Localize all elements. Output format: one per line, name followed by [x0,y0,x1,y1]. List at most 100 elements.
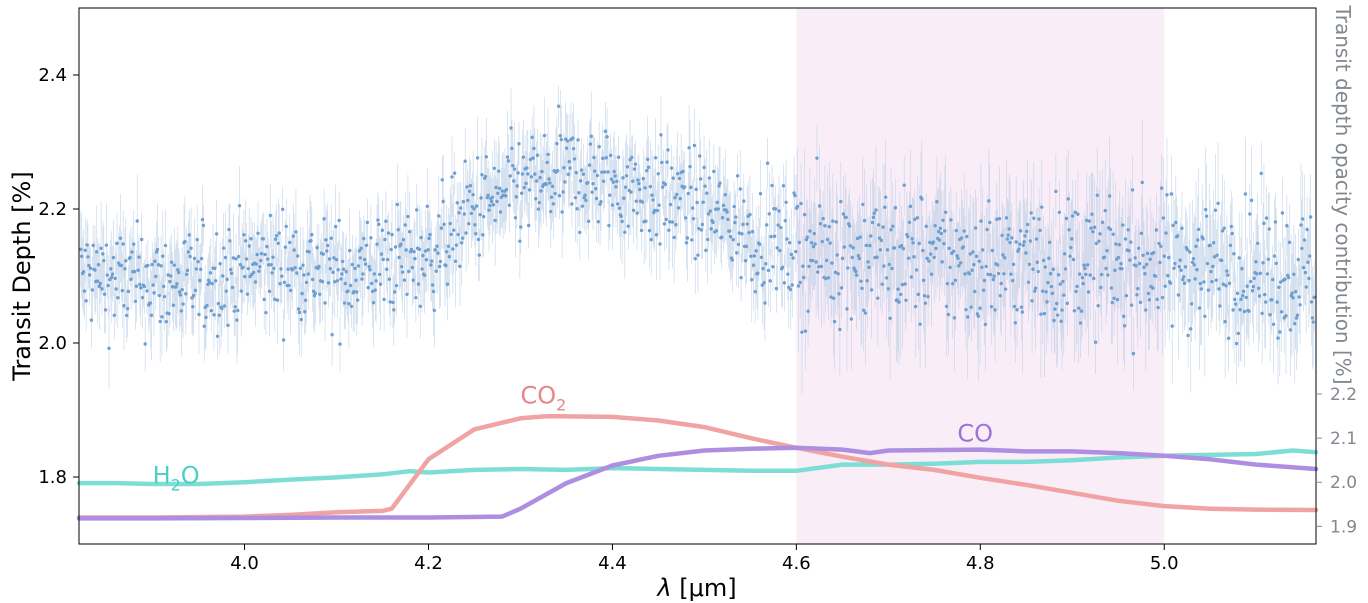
data-point [1108,227,1113,232]
data-point [596,220,601,224]
data-point [1089,226,1093,230]
data-point [966,315,970,319]
data-point [310,233,314,237]
data-point [1031,267,1035,271]
data-point [190,296,194,300]
data-point [731,237,735,242]
data-point [802,212,807,217]
data-point [99,246,103,251]
data-point [228,239,232,243]
data-point [336,268,340,272]
data-point [441,199,445,204]
data-point [1137,246,1141,250]
data-point [497,169,501,173]
data-point [1252,276,1256,281]
data-point [902,183,906,187]
data-point [654,233,659,237]
data-point [342,301,347,305]
data-point [907,220,912,225]
data-point [568,166,572,170]
data-point [433,248,437,252]
data-point [1189,327,1193,331]
data-point [849,317,854,321]
data-point [413,256,417,261]
data-point [457,211,461,215]
data-point [1060,308,1064,312]
data-point [886,287,891,291]
data-point [258,265,262,269]
data-point [251,270,256,275]
data-point [897,300,901,304]
data-point [388,300,392,304]
data-point [100,287,104,291]
data-point [428,232,432,237]
data-point [551,202,556,206]
data-point [468,184,473,188]
data-point [1082,263,1086,267]
data-point [184,292,188,296]
data-point [745,222,750,226]
data-point [222,304,227,308]
data-point [1156,305,1160,310]
data-point [684,241,689,245]
data-point [1292,272,1296,276]
data-point [1308,215,1313,219]
data-point [1206,288,1211,292]
data-point [1159,186,1164,190]
data-point [1038,228,1042,233]
data-point [913,217,917,222]
data-point [840,256,845,261]
data-point [674,222,678,227]
data-point [728,235,733,239]
data-point [879,238,884,243]
data-point [698,177,703,181]
data-point [1154,228,1159,232]
data-point [1223,319,1227,324]
data-point [442,222,446,227]
data-point [340,272,344,276]
data-point [224,289,228,293]
data-point [923,301,928,305]
data-point [449,232,453,237]
data-point [237,204,242,208]
data-point [411,278,415,282]
data-point [525,166,529,170]
data-point [910,237,914,241]
data-point [727,229,732,233]
data-point [711,220,715,225]
data-point [792,191,796,195]
data-point [621,176,625,180]
data-point [557,194,562,198]
data-point [1232,252,1236,256]
data-point [1301,217,1305,221]
data-point [474,232,478,236]
data-point [1129,303,1134,307]
data-point [744,244,749,249]
data-point [995,263,1000,267]
data-point [231,256,236,260]
data-point [412,250,416,254]
data-point [643,186,647,190]
data-point [946,312,951,317]
data-point [742,199,746,203]
data-point [1222,226,1226,230]
data-point [128,255,132,260]
data-point [973,289,977,294]
data-point [1195,267,1199,272]
data-point [517,142,521,146]
data-point [186,250,191,254]
data-point [247,244,251,248]
data-point [109,275,114,279]
data-point [592,155,596,160]
data-point [506,159,511,163]
data-point [941,218,945,223]
data-point [378,282,383,286]
data-point [292,248,296,252]
data-point [1265,272,1270,276]
data-point [158,319,162,324]
data-point [1177,265,1181,269]
data-point [356,264,361,268]
data-point [424,258,429,262]
data-point [448,221,452,226]
data-point [776,223,780,227]
